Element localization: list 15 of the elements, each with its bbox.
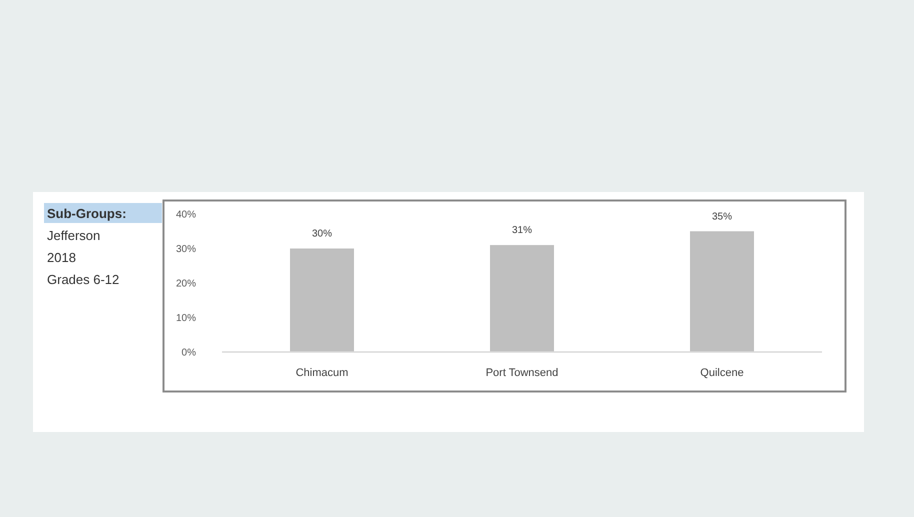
data-label: 30% xyxy=(312,228,332,240)
y-tick-label: 0% xyxy=(182,348,196,358)
x-tick-label: Port Townsend xyxy=(486,367,558,379)
text: 2018 xyxy=(47,250,76,265)
y-tick-label: 40% xyxy=(176,210,196,220)
y-tick-label: 30% xyxy=(176,244,196,255)
text: Jefferson xyxy=(47,228,100,243)
y-tick-label: 20% xyxy=(176,278,196,290)
data-label: 31% xyxy=(512,225,532,236)
data-label: 35% xyxy=(712,211,732,222)
y-tick-label: 10% xyxy=(176,313,196,324)
x-tick-label: Chimacum xyxy=(296,367,348,379)
x-tick-label: Quilcene xyxy=(700,367,744,379)
text: Grades 6-12 xyxy=(47,272,120,287)
text: Sub-Groups: xyxy=(47,206,126,221)
